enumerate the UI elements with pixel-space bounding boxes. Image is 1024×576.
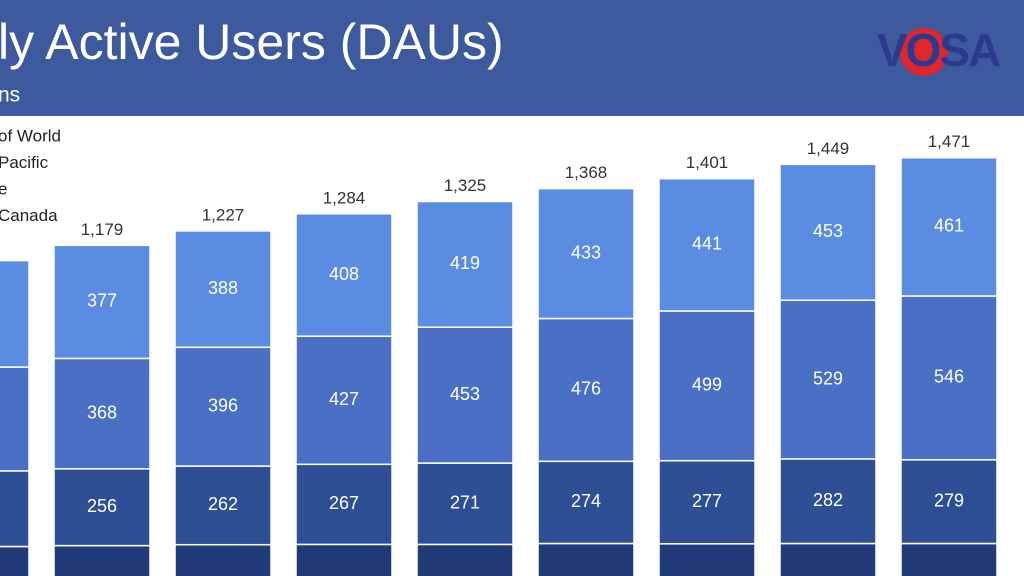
total-label: 1,368 [565, 163, 608, 182]
bar-segment [295, 543, 393, 576]
bar-segment [53, 544, 151, 576]
value-label: 499 [692, 375, 722, 395]
value-label: 441 [692, 234, 722, 254]
total-label: 1,325 [444, 176, 487, 195]
value-label: 461 [934, 216, 964, 236]
bar-segment [658, 177, 756, 312]
value-label: 377 [87, 291, 117, 311]
value-label: 256 [87, 496, 117, 516]
bar-segment [779, 299, 877, 460]
bar-segment [295, 213, 393, 337]
total-label: 1,284 [323, 188, 366, 207]
value-label: 396 [208, 395, 238, 415]
bar-segment [174, 543, 272, 576]
bar-segment [658, 310, 756, 462]
total-label: 1,179 [81, 220, 124, 239]
value-label: 368 [87, 402, 117, 422]
legend-label: Pacific [0, 153, 49, 172]
value-label: 271 [450, 493, 480, 513]
logo-circle [900, 28, 948, 76]
logo: VOSA [877, 24, 1000, 76]
bar-segment [658, 459, 756, 545]
total-label: 1,449 [807, 139, 850, 158]
bar-segment [900, 459, 998, 545]
total-label: 1,401 [686, 153, 729, 172]
bar-segment [537, 317, 635, 463]
bar-segment [416, 543, 514, 576]
value-label: 408 [329, 264, 359, 284]
total-label: 1,471 [928, 132, 971, 151]
value-label: 277 [692, 491, 722, 511]
value-label: 427 [329, 389, 359, 409]
bar-segment [658, 543, 756, 576]
legend-label: Canada [0, 206, 58, 225]
bar-segment [0, 259, 30, 368]
bar-segment [416, 326, 514, 464]
bar-segment [0, 470, 30, 548]
bar-segment [295, 463, 393, 546]
bar-segment [416, 200, 514, 328]
value-label: 433 [571, 242, 601, 262]
bar-segment [174, 230, 272, 349]
bar-segment [53, 244, 151, 360]
bar-segment [779, 542, 877, 576]
value-label: 476 [571, 379, 601, 399]
bar-segment [537, 187, 635, 320]
value-label: 267 [329, 493, 359, 513]
value-label: 546 [934, 367, 964, 387]
bar-segment [174, 346, 272, 467]
bar-segment [537, 542, 635, 576]
value-label: 453 [450, 384, 480, 404]
bar-segment [900, 542, 998, 576]
legend-label: of World [0, 126, 61, 145]
bar-segment [900, 295, 998, 461]
header [0, 0, 1024, 116]
bar-segment [416, 462, 514, 546]
bar-segment [779, 163, 877, 301]
value-label: 282 [813, 490, 843, 510]
bar-segment [900, 156, 998, 297]
value-label: 274 [571, 491, 601, 511]
bar-segment [537, 460, 635, 545]
bar-segment [0, 366, 30, 472]
value-label: 262 [208, 494, 238, 514]
chart-title: ly Active Users (DAUs) [0, 14, 504, 70]
value-label: 453 [813, 221, 843, 241]
bar-segment [779, 458, 877, 545]
total-label: 1,227 [202, 205, 245, 224]
value-label: 419 [450, 253, 480, 273]
bar-segment [53, 357, 151, 470]
value-label: 279 [934, 490, 964, 510]
chart-subtitle: ns [0, 84, 20, 107]
value-label: 388 [208, 278, 238, 298]
bar-segment [0, 545, 30, 576]
bar-segment [53, 468, 151, 547]
legend-label: e [0, 179, 7, 198]
value-label: 529 [813, 368, 843, 388]
